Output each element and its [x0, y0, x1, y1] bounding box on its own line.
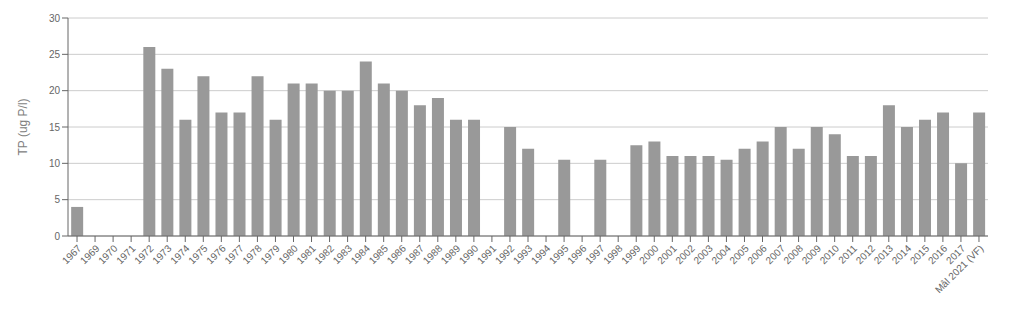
svg-text:2011: 2011 — [836, 242, 859, 265]
svg-text:1988: 1988 — [421, 242, 445, 266]
svg-text:1993: 1993 — [511, 242, 535, 266]
svg-text:1978: 1978 — [240, 242, 264, 266]
svg-text:0: 0 — [54, 231, 60, 242]
svg-text:2006: 2006 — [745, 242, 769, 266]
svg-text:Mål 2021 (VF): Mål 2021 (VF) — [933, 243, 986, 296]
svg-text:2005: 2005 — [727, 242, 751, 266]
svg-text:1970: 1970 — [96, 242, 120, 266]
svg-text:2010: 2010 — [818, 242, 842, 266]
svg-text:2014: 2014 — [890, 242, 914, 266]
svg-text:1996: 1996 — [565, 242, 589, 266]
svg-text:2013: 2013 — [872, 242, 896, 266]
svg-text:2004: 2004 — [709, 242, 733, 266]
svg-text:1973: 1973 — [150, 242, 174, 266]
svg-text:1980: 1980 — [276, 242, 300, 266]
svg-text:2015: 2015 — [908, 242, 932, 266]
svg-text:20: 20 — [49, 85, 61, 96]
svg-text:1998: 1998 — [601, 242, 625, 266]
svg-text:10: 10 — [49, 158, 61, 169]
svg-text:15: 15 — [49, 122, 61, 133]
svg-text:2012: 2012 — [854, 242, 878, 266]
svg-text:1971: 1971 — [114, 242, 138, 266]
svg-text:1995: 1995 — [547, 242, 571, 266]
svg-text:1990: 1990 — [457, 242, 481, 266]
svg-text:1976: 1976 — [204, 242, 228, 266]
svg-text:30: 30 — [49, 13, 61, 24]
svg-text:1967: 1967 — [60, 242, 84, 266]
svg-text:25: 25 — [49, 49, 61, 60]
svg-text:1991: 1991 — [475, 242, 499, 266]
svg-text:1985: 1985 — [367, 242, 391, 266]
svg-text:1982: 1982 — [312, 242, 336, 266]
svg-text:1979: 1979 — [258, 242, 282, 266]
svg-text:2007: 2007 — [763, 242, 787, 266]
svg-text:5: 5 — [54, 194, 60, 205]
svg-text:1987: 1987 — [403, 242, 427, 266]
svg-text:2002: 2002 — [673, 242, 697, 266]
svg-text:1972: 1972 — [132, 242, 156, 266]
svg-text:2001: 2001 — [655, 242, 679, 266]
svg-text:1984: 1984 — [349, 242, 373, 266]
svg-text:2016: 2016 — [926, 242, 950, 266]
svg-text:2000: 2000 — [637, 242, 661, 266]
svg-text:1986: 1986 — [385, 242, 409, 266]
svg-text:TP (ug P/l): TP (ug P/l) — [16, 98, 30, 155]
svg-text:1983: 1983 — [331, 242, 355, 266]
svg-text:1981: 1981 — [294, 242, 318, 266]
svg-text:1974: 1974 — [168, 242, 192, 266]
svg-text:1977: 1977 — [222, 242, 246, 266]
svg-text:1969: 1969 — [78, 242, 102, 266]
svg-text:2009: 2009 — [800, 242, 824, 266]
svg-text:1997: 1997 — [583, 242, 607, 266]
svg-text:1992: 1992 — [493, 242, 517, 266]
svg-text:2003: 2003 — [691, 242, 715, 266]
svg-text:1994: 1994 — [529, 242, 553, 266]
svg-text:2017: 2017 — [943, 242, 968, 267]
svg-text:1989: 1989 — [439, 242, 463, 266]
svg-text:1999: 1999 — [619, 242, 643, 266]
svg-text:1975: 1975 — [186, 242, 210, 266]
svg-text:2008: 2008 — [782, 242, 806, 266]
